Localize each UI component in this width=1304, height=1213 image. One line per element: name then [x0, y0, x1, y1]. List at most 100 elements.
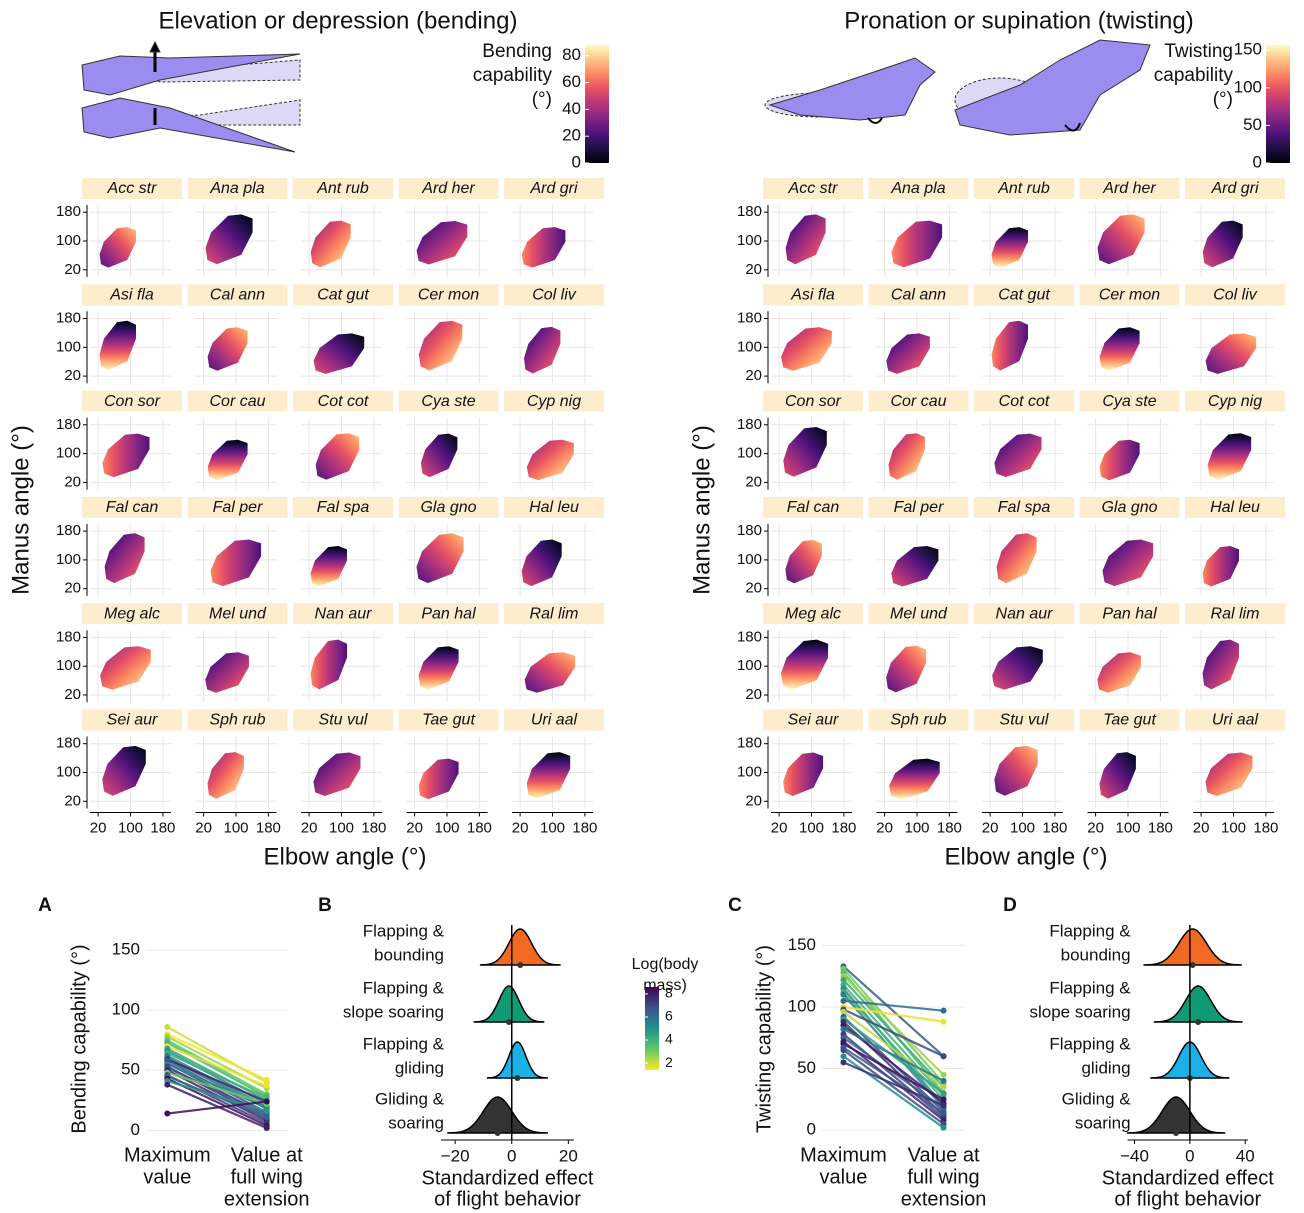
x-tick-label: 20: [301, 819, 318, 836]
y-tick-label: 100: [56, 232, 81, 249]
capability-region: [1202, 546, 1239, 587]
colorbar-tick-label: 0: [1253, 152, 1262, 171]
facet-label: Cya ste: [1102, 393, 1156, 410]
x-tick-label: 180: [572, 819, 597, 836]
x-tick-label: 100: [799, 819, 824, 836]
facet-label: Con sor: [104, 393, 161, 410]
x-tick-label: full wing: [907, 1166, 979, 1188]
x-tick-label: value: [143, 1166, 191, 1188]
slope-line: [842, 1042, 945, 1101]
y-tick-label: 20: [745, 686, 762, 703]
colorbar: [585, 45, 609, 163]
slope-line: [842, 965, 945, 1058]
y-tick-label: 20: [745, 580, 762, 597]
facet-strip: [868, 178, 969, 199]
x-axis-title: Standardized effect: [1102, 1167, 1274, 1189]
panel-letter: C: [728, 895, 742, 916]
point: [840, 976, 847, 983]
slope-line: [166, 1080, 268, 1113]
facet-label: Gla gno: [420, 499, 476, 516]
point: [940, 1090, 947, 1097]
point: [263, 1124, 270, 1131]
facet-label: Ant rub: [997, 180, 1050, 197]
facet-strip: [187, 709, 288, 731]
facet-strip: [293, 603, 393, 625]
y-tick-label: 100: [737, 657, 762, 674]
point: [940, 1007, 947, 1014]
x-tick-label: 180: [1253, 819, 1278, 836]
facet-strip: [504, 709, 604, 731]
slope-line: [843, 1005, 944, 1023]
slope-line: [167, 1100, 267, 1115]
x-tick-label: 180: [831, 819, 856, 836]
x-tick-label: 180: [150, 819, 175, 836]
facet-label: Ard gri: [1210, 180, 1259, 197]
colorbar-title: (°): [1213, 89, 1233, 110]
facet-strip: [82, 496, 182, 518]
panel-letter: A: [38, 895, 52, 916]
facet-label: Ant rub: [316, 180, 369, 197]
mean-point: [517, 962, 524, 968]
facet-strip: [504, 178, 604, 199]
y-tick-label: gliding: [1081, 1058, 1130, 1077]
capability-region: [526, 439, 574, 481]
y-tick-label: 180: [56, 416, 81, 433]
capability-region: [521, 227, 566, 268]
slope-line: [166, 1083, 268, 1129]
y-tick-label: 20: [64, 686, 81, 703]
x-tick-label: full wing: [231, 1166, 303, 1188]
x-axis-title: Elbow angle (°): [263, 843, 426, 870]
x-tick-label: 180: [361, 819, 386, 836]
y-tick-label: 100: [737, 232, 762, 249]
facet-label: Sph rub: [890, 712, 946, 729]
y-tick-label: 20: [64, 473, 81, 490]
facet-strip: [82, 284, 182, 306]
x-tick-label: 20: [982, 819, 999, 836]
facet-strip: [1185, 603, 1285, 625]
x-tick-label: 20: [1193, 819, 1210, 836]
y-tick-label: 0: [807, 1120, 816, 1139]
panel-title: Pronation or supination (twisting): [844, 7, 1194, 34]
facet-strip: [398, 178, 499, 199]
capability-region: [310, 220, 351, 268]
colorbar-tick-label: 60: [562, 72, 581, 91]
capability-region: [889, 758, 940, 800]
capability-region: [996, 533, 1037, 584]
bending-illustration: [81, 40, 301, 153]
facet-strip: [1185, 284, 1285, 306]
facet-label: Cat gut: [998, 287, 1050, 304]
y-tick-label: 20: [745, 367, 762, 384]
x-tick-label: 0: [507, 1146, 516, 1165]
facet-strip: [398, 603, 499, 625]
point: [164, 1081, 171, 1088]
point: [164, 1023, 171, 1030]
y-tick-label: 180: [737, 416, 762, 433]
capability-region: [207, 327, 248, 371]
facet-label: Ard gri: [529, 180, 578, 197]
y-tick-label: 100: [56, 763, 81, 780]
slope-line: [842, 1028, 945, 1082]
panel-letter: B: [318, 895, 332, 916]
capability-region: [102, 433, 150, 478]
point: [940, 1077, 947, 1084]
facet-label: Cot cot: [999, 393, 1050, 410]
colorbar-tick-label: 50: [1243, 115, 1262, 134]
point: [940, 1018, 947, 1025]
facet-label: Cat gut: [317, 287, 369, 304]
y-axis-title: Bending capability (°): [68, 944, 90, 1133]
capability-region: [313, 752, 361, 796]
density-ridge: [479, 928, 561, 966]
x-tick-label: Maximum: [800, 1144, 887, 1166]
facet-strip: [974, 709, 1074, 731]
slope-line: [166, 1071, 268, 1105]
y-tick-label: Gliding &: [1062, 1089, 1132, 1108]
colorbar-title: Bending: [482, 41, 552, 62]
point: [940, 1096, 947, 1103]
facet-strip: [763, 284, 863, 306]
capability-region: [99, 320, 136, 371]
facet-label: Hal leu: [1210, 499, 1260, 516]
y-tick-label: 180: [56, 628, 81, 645]
density-ridge: [1153, 985, 1243, 1023]
slope-line: [166, 1063, 268, 1109]
y-tick-label: 20: [64, 580, 81, 597]
